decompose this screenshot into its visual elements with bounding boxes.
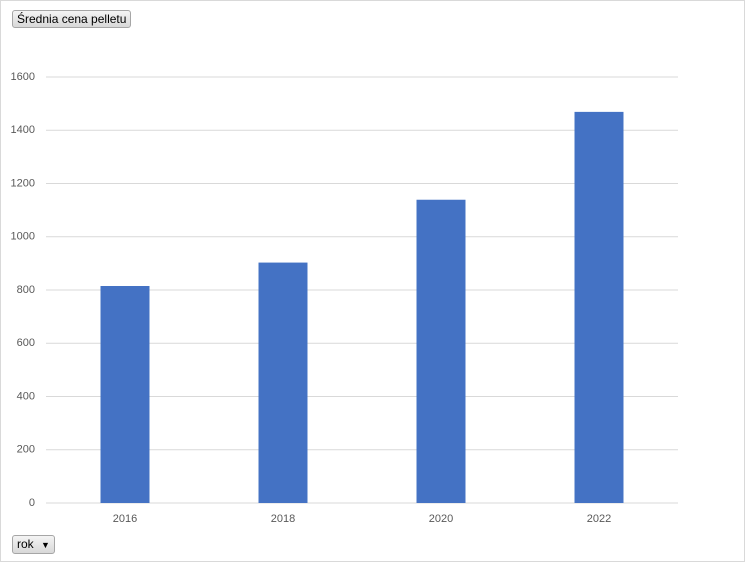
y-tick-label: 1000 — [11, 231, 35, 243]
x-tick-label: 2020 — [429, 513, 453, 525]
y-tick-label: 1600 — [11, 71, 35, 83]
y-tick-label: 0 — [29, 497, 35, 509]
y-tick-label: 400 — [17, 390, 35, 402]
bar — [100, 286, 150, 503]
bar — [416, 199, 466, 503]
dropdown-arrow: ▼ — [41, 540, 50, 550]
values-field-button[interactable]: Średnia cena pelletu — [12, 10, 132, 28]
axis-field-label: rok — [17, 537, 34, 551]
y-tick-label: 1200 — [11, 177, 35, 189]
x-tick-label: 2018 — [271, 513, 295, 525]
bar — [574, 111, 624, 503]
x-tick-label: 2022 — [587, 513, 611, 525]
x-tick-label: 2016 — [113, 513, 137, 525]
y-tick-label: 200 — [17, 444, 35, 456]
axis-field-button[interactable]: rok ▼ — [12, 535, 55, 554]
bar — [258, 262, 308, 503]
y-tick-label: 800 — [17, 284, 35, 296]
y-tick-label: 600 — [17, 337, 35, 349]
y-tick-label: 1400 — [11, 124, 35, 136]
